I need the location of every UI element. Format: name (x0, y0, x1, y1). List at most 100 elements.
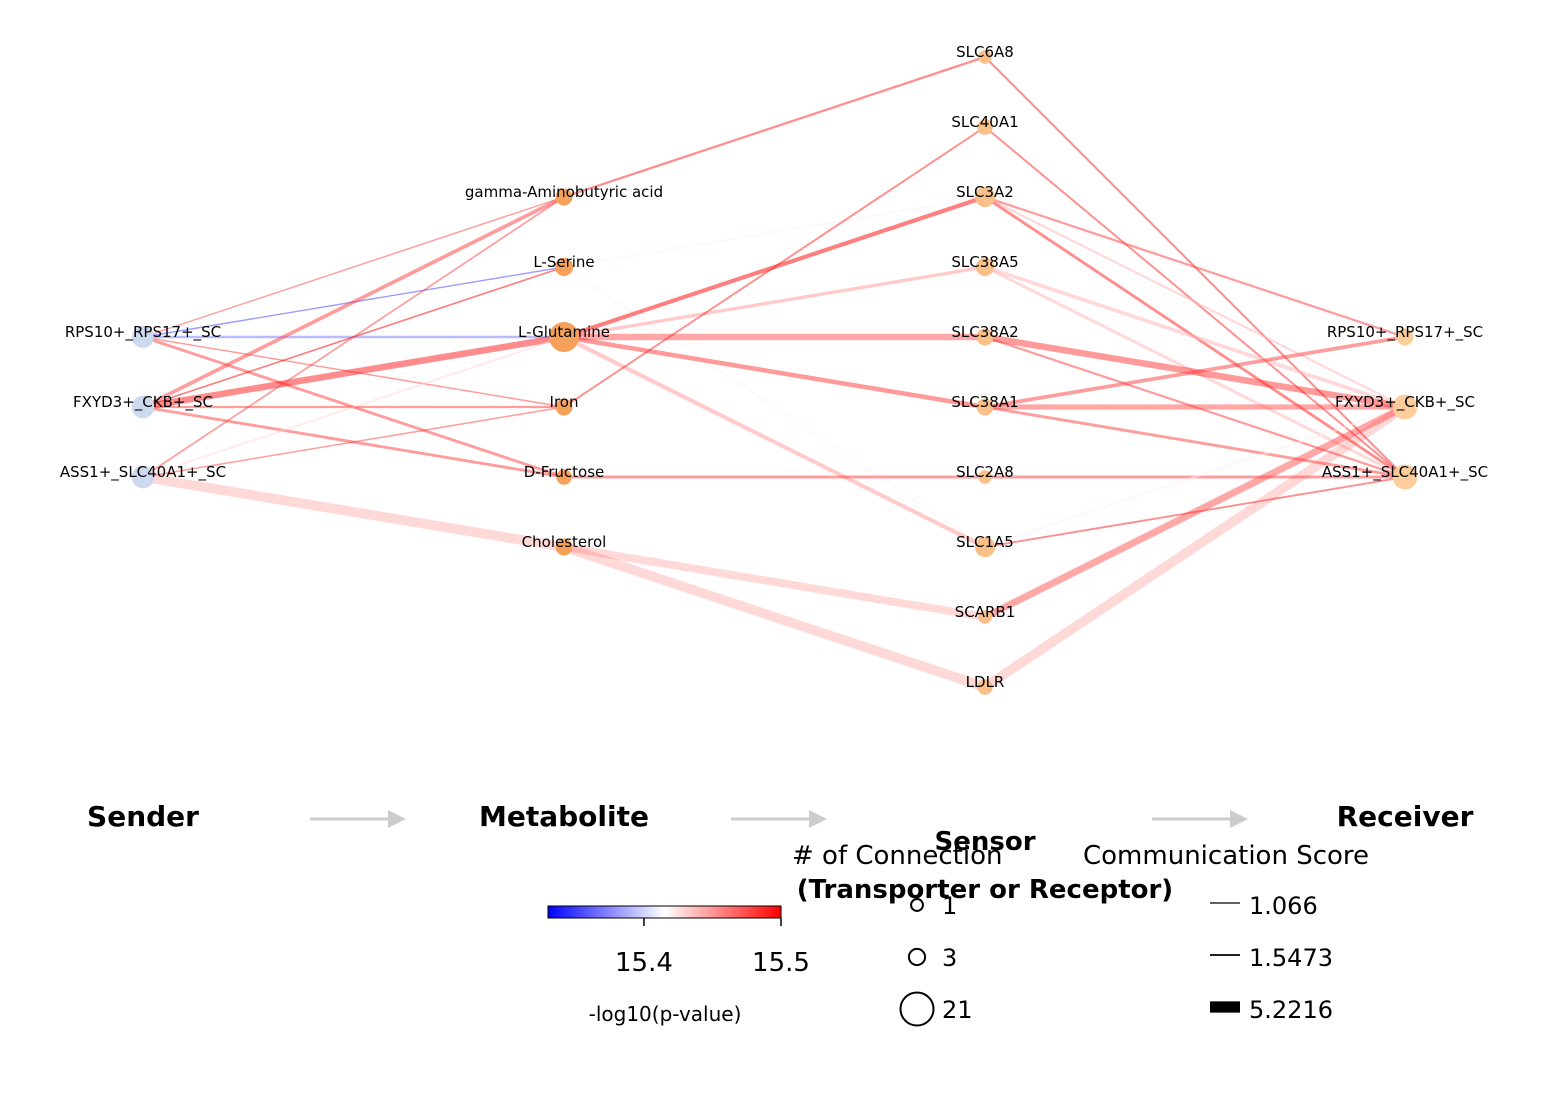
edge-s_ass-to-m_gln (142, 336, 565, 478)
node-v_rps (1396, 328, 1414, 346)
node-label-m_chol: Cholesterol (522, 533, 607, 551)
edge-s_fxyd-to-m_gln (142, 333, 565, 411)
node-label-s_ass: ASS1+_SLC40A1+_SC (60, 463, 226, 482)
node-label-r_slc6a8: SLC6A8 (956, 43, 1014, 61)
node-r_slc3a2 (974, 186, 996, 208)
edge-m_iron-to-r_slc40a1 (563, 126, 986, 408)
node-m_iron (555, 398, 573, 416)
node-r_scarb1 (978, 610, 992, 624)
node-label-m_ser: L-Serine (533, 253, 594, 271)
node-m_chol (555, 538, 573, 556)
node-label-r_slc1a5: SLC1A5 (956, 533, 1014, 551)
arrow-sender-to-metabolite-icon (310, 810, 406, 828)
edge-m_ser-to-r_slc3a2 (563, 196, 986, 268)
score-legend-title: Communication Score (1083, 841, 1369, 871)
edge-s_ass-to-m_gaba (142, 196, 565, 478)
node-label-r_slc38a1: SLC38A1 (951, 393, 1018, 411)
node-r_ldlr (977, 679, 993, 695)
edge-m_gaba-to-r_slc6a8 (563, 55, 986, 199)
node-label-r_slc3a2: SLC3A2 (956, 183, 1014, 201)
edge-s_fxyd-to-m_gaba (142, 195, 565, 409)
edge-r_slc1a5-to-v_fxyd (984, 405, 1406, 549)
layer-title-sensor: Sensor (934, 827, 1035, 857)
arrow-sensor-to-receiver-icon (1152, 810, 1248, 828)
edge-r_slc38a1-to-v_rps (984, 335, 1406, 409)
node-label-r_ldlr: LDLR (966, 673, 1005, 691)
node-r_slc2a8 (978, 470, 992, 484)
connections-legend-label: 3 (942, 944, 957, 972)
node-label-r_scarb1: SCARB1 (955, 603, 1016, 621)
edge-m_gln-to-r_slc38a1 (563, 334, 986, 410)
node-label-r_slc2a8: SLC2A8 (956, 463, 1014, 481)
edge-r_slc1a5-to-v_ass (984, 476, 1406, 548)
score-legend-label: 1.5473 (1249, 944, 1333, 972)
node-label-r_slc38a5: SLC38A5 (951, 253, 1018, 271)
edge-r_ldlr-to-v_fxyd (982, 402, 1408, 692)
edge-m_gln-to-r_slc38a5 (563, 265, 986, 339)
edge-r_scarb1-to-v_fxyd (983, 403, 1407, 621)
node-label-r_slc38a2: SLC38A2 (951, 323, 1018, 341)
node-layer (131, 50, 1418, 695)
node-r_slc40a1 (977, 119, 993, 135)
node-label-s_rps: RPS10+_RPS17+_SC (65, 323, 221, 342)
node-label-m_iron: Iron (550, 393, 579, 411)
edge-m_chol-to-r_ldlr (562, 542, 987, 692)
layer-title-receiver: Receiver (1337, 800, 1474, 833)
node-r_slc38a1 (976, 398, 994, 416)
node-v_fxyd (1392, 394, 1418, 420)
node-label-v_fxyd: FXYD3+_CKB+_SC (1335, 393, 1475, 412)
connections-legend-title: # of Connection (792, 841, 1003, 871)
arrow-metabolite-to-sensor-icon (731, 810, 827, 828)
layer-title-sender: Sender (87, 800, 199, 833)
edge-r_slc38a1-to-v_ass (984, 405, 1406, 479)
node-label-m_gln: L-Glutamine (518, 323, 610, 341)
node-m_gln (549, 322, 579, 352)
edge-s_rps-to-m_gaba (142, 196, 565, 338)
colorbar-tick-label: 15.4 (615, 948, 673, 978)
node-r_slc1a5 (974, 536, 996, 558)
colorbar-title: -log10(p-value) (589, 1002, 742, 1026)
node-r_slc38a5 (975, 257, 995, 277)
node-s_rps (132, 326, 154, 348)
node-m_fru (556, 469, 572, 485)
score-legend-label: 1.066 (1249, 892, 1318, 920)
edge-m_ser-to-r_slc1a5 (563, 266, 986, 548)
node-v_ass (1392, 464, 1418, 490)
edge-r_slc38a5-to-v_fxyd (984, 265, 1406, 409)
edge-m_gln-to-r_slc1a5 (563, 335, 986, 549)
connections-legend-marker (899, 991, 935, 1027)
node-label-s_fxyd: FXYD3+_CKB+_SC (73, 393, 213, 412)
node-s_fxyd (131, 395, 155, 419)
edge-r_slc38a2-to-v_ass (984, 335, 1406, 479)
connections-legend-label: 1 (942, 892, 957, 920)
connections-legend-marker (907, 947, 927, 967)
edge-s_rps-to-m_iron (142, 336, 565, 408)
colorbar (547, 905, 782, 919)
connections-legend: # of Connection 1 3 21 (792, 841, 1003, 1027)
layer-header: Sender Metabolite Sensor (Transporter or… (87, 800, 1474, 905)
node-r_slc6a8 (978, 50, 992, 64)
edge-m_chol-to-r_scarb1 (563, 543, 986, 621)
node-label-v_rps: RPS10+_RPS17+_SC (1327, 323, 1483, 342)
colorbar-ticks: 15.4 15.5 (615, 918, 810, 978)
colorbar-legend: 15.4 15.5 -log10(p-value) (547, 905, 810, 1026)
edge-s_ass-to-m_chol (142, 472, 565, 552)
score-legend: Communication Score 1.066 1.5473 5.2216 (1083, 841, 1369, 1024)
edge-layer (142, 55, 1408, 692)
connections-legend-entries: 1 3 21 (899, 892, 973, 1027)
colorbar-tick-label: 15.5 (752, 948, 810, 978)
edge-r_slc3a2-to-v_rps (984, 195, 1406, 339)
node-r_slc38a2 (976, 328, 994, 346)
score-legend-label: 5.2216 (1249, 996, 1333, 1024)
edge-s_ass-to-m_iron (142, 406, 565, 478)
node-m_gaba (555, 188, 573, 206)
node-label-m_gaba: gamma-Aminobutyric acid (465, 183, 663, 201)
connections-legend-marker (910, 898, 924, 912)
layer-title-sensor-subtitle: (Transporter or Receptor) (797, 875, 1173, 905)
node-label-r_slc40a1: SLC40A1 (951, 113, 1018, 131)
layer-title-metabolite: Metabolite (479, 800, 649, 833)
node-s_ass (131, 465, 155, 489)
label-layer: RPS10+_RPS17+_SC FXYD3+_CKB+_SC ASS1+_SLC4… (60, 43, 1488, 691)
node-label-v_ass: ASS1+_SLC40A1+_SC (1322, 463, 1488, 482)
